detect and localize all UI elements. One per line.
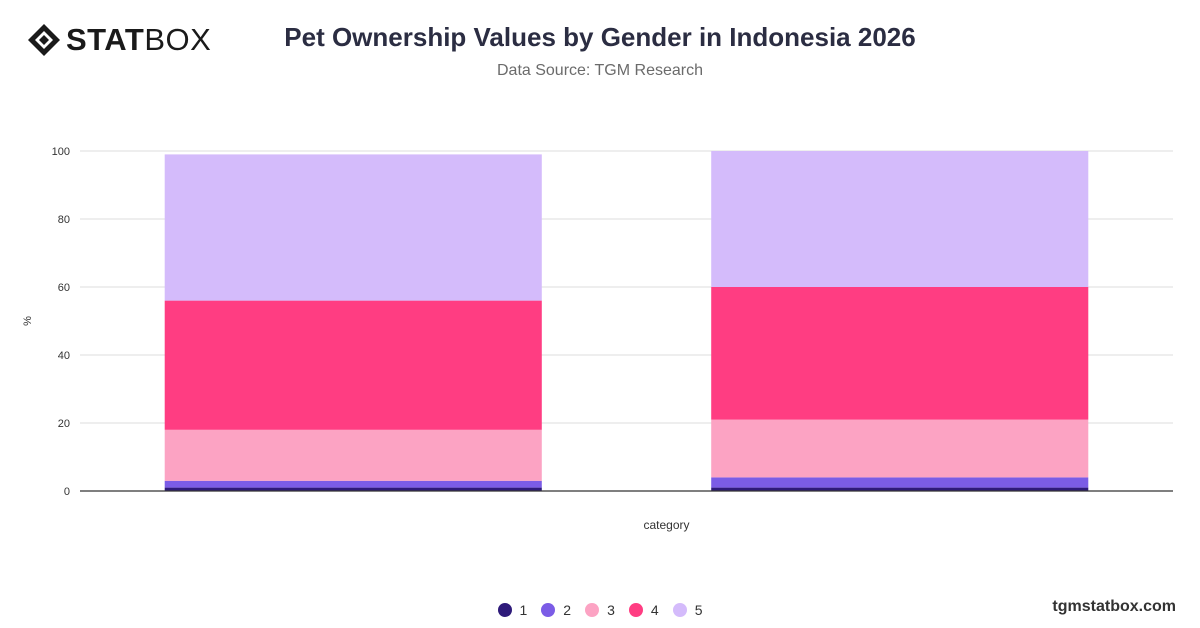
legend-swatch	[672, 603, 687, 617]
legend-swatch	[585, 603, 600, 617]
bar-segment-series-5	[164, 154, 542, 301]
bar-segment-series-4	[164, 300, 542, 430]
legend-label: 2	[563, 602, 572, 618]
chart-subtitle: Data Source: TGM Research	[496, 62, 703, 79]
legend-item-2[interactable]: 2	[541, 602, 571, 618]
legend-label: 4	[650, 602, 659, 618]
bar-segment-series-2	[164, 480, 542, 488]
legend-swatch	[541, 603, 556, 617]
bar-segment-series-1	[711, 487, 1089, 491]
bar-segment-series-3	[164, 429, 542, 481]
legend-label: 5	[694, 602, 703, 618]
y-tick-label: 20	[58, 418, 70, 430]
y-tick-label: 40	[58, 350, 70, 362]
legend-item-5[interactable]: 5	[672, 602, 703, 618]
statbox-logo-icon	[28, 24, 60, 56]
y-tick-label: 100	[52, 146, 70, 158]
bar-segment-series-2	[711, 477, 1089, 488]
legend-label: 3	[607, 602, 615, 618]
bar-segment-series-4	[711, 287, 1089, 420]
legend-item-3[interactable]: 3	[585, 602, 615, 618]
legend-item-4[interactable]: 4	[628, 602, 659, 618]
y-tick-label: 0	[64, 486, 70, 498]
legend-item-1[interactable]: 1	[497, 602, 528, 618]
x-axis-title: category	[643, 518, 689, 532]
chart-legend: 1 2 3 4 5	[0, 602, 1200, 618]
footer-url[interactable]: tgmstatbox.com	[1052, 598, 1176, 615]
y-axis-title: %	[22, 316, 34, 326]
legend-label: 1	[519, 602, 528, 618]
legend-swatch	[628, 603, 643, 617]
y-tick-label: 60	[58, 282, 70, 294]
y-tick-label: 80	[58, 214, 70, 226]
legend-swatch	[497, 603, 512, 617]
chart-title: Pet Ownership Values by Gender in Indone…	[284, 22, 916, 52]
bar-segment-series-1	[164, 487, 542, 491]
bar-segment-series-5	[711, 151, 1089, 287]
statbox-logo: STATBOX	[26, 22, 211, 58]
bar-segment-series-3	[711, 419, 1089, 478]
logo-wordmark: STATBOX	[66, 22, 212, 57]
